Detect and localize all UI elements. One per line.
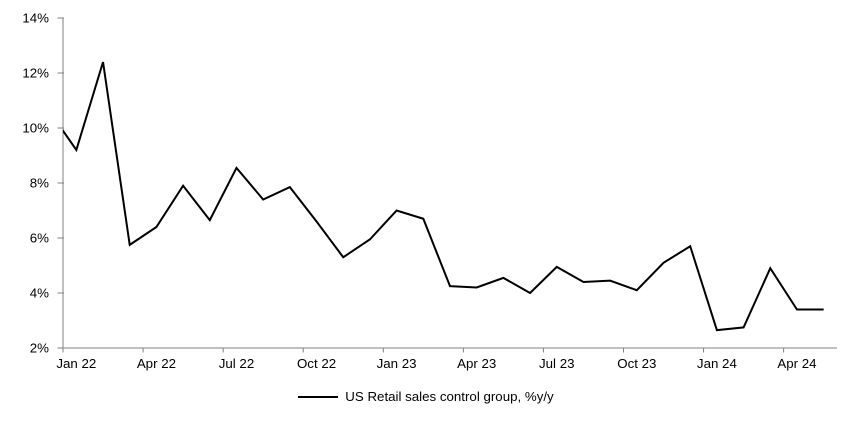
x-tick-label: Oct 23 xyxy=(617,356,656,371)
legend-label: US Retail sales control group, %y/y xyxy=(345,389,554,404)
y-tick-label: 14% xyxy=(22,11,49,26)
legend: US Retail sales control group, %y/y xyxy=(0,389,852,404)
y-tick-label: 2% xyxy=(30,341,49,356)
x-tick-label: Jan 23 xyxy=(377,356,417,371)
legend-line-swatch xyxy=(298,395,339,398)
x-tick-label: Oct 22 xyxy=(297,356,336,371)
x-tick-label: Apr 24 xyxy=(777,356,816,371)
y-tick-label: 6% xyxy=(30,231,49,246)
x-tick-label: Jan 22 xyxy=(56,356,96,371)
x-tick-label: Jul 22 xyxy=(219,356,254,371)
series-line xyxy=(63,61,824,332)
x-tick-label: Apr 23 xyxy=(457,356,496,371)
x-tick-label: Jan 24 xyxy=(697,356,737,371)
y-tick-label: 8% xyxy=(30,176,49,191)
x-tick-label: Jul 23 xyxy=(539,356,574,371)
x-tick-label: Apr 22 xyxy=(137,356,176,371)
y-tick-label: 10% xyxy=(22,121,49,136)
y-tick-label: 12% xyxy=(22,66,49,81)
y-tick-label: 4% xyxy=(30,286,49,301)
